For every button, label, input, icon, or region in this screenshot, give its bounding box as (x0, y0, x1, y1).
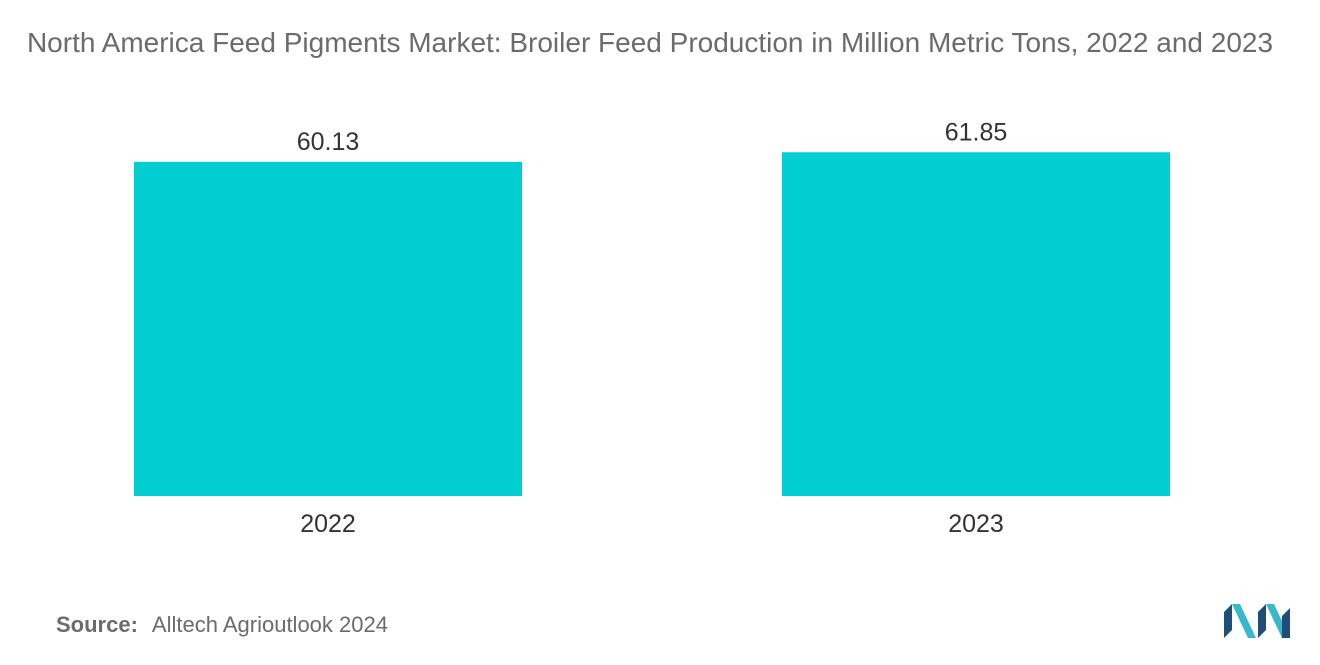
source-text: Alltech Agrioutlook 2024 (151, 612, 388, 637)
source-note: Source: Alltech Agrioutlook 2024 (56, 612, 388, 638)
data-label-2022: 60.13 (297, 128, 360, 156)
source-label: Source: (56, 612, 138, 637)
x-axis-tick-labels: 2022 2023 (300, 510, 1004, 538)
mordor-intelligence-logo-icon (1224, 604, 1290, 638)
bars-group (134, 152, 1170, 497)
chart-title: North America Feed Pigments Market: Broi… (26, 27, 1274, 58)
x-tick-label-2022: 2022 (300, 510, 356, 538)
x-tick-label-2023: 2023 (948, 510, 1004, 538)
data-label-2023: 61.85 (945, 118, 1008, 146)
bar-2023 (782, 152, 1170, 496)
value-labels-group: 60.13 61.85 (297, 118, 1008, 156)
bar-2022 (134, 161, 522, 497)
